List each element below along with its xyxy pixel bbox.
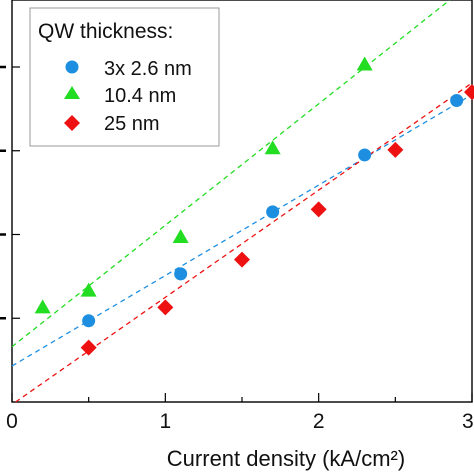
legend: QW thickness: 3x 2.6 nm 10.4 nm 25 nm — [30, 8, 219, 146]
x-tick-label: 3 — [462, 410, 474, 433]
data-point — [311, 201, 327, 217]
data-point — [234, 252, 250, 268]
legend-title: QW thickness: — [38, 20, 173, 43]
x-tick-label: 2 — [313, 410, 325, 433]
data-point — [173, 229, 189, 243]
x-tick-label: 0 — [6, 410, 18, 433]
x-axis-label: Current density (kA/cm²) — [167, 446, 405, 471]
data-point — [450, 94, 463, 107]
data-point — [358, 148, 371, 161]
data-point — [357, 56, 373, 70]
data-point — [265, 140, 281, 154]
x-tick-labels: 0 1 2 3 — [6, 410, 474, 433]
legend-marker-3x-2-6-nm — [66, 61, 79, 74]
data-point — [266, 205, 279, 218]
data-point — [35, 299, 51, 313]
data-point — [82, 314, 95, 327]
data-point — [81, 340, 97, 356]
data-point — [387, 142, 403, 158]
legend-label-25-nm: 25 nm — [104, 113, 160, 135]
data-point — [174, 267, 187, 280]
legend-label-3x-2-6-nm: 3x 2.6 nm — [104, 58, 192, 80]
legend-label-10-4-nm: 10.4 nm — [104, 85, 176, 107]
x-tick-label: 1 — [159, 410, 171, 433]
